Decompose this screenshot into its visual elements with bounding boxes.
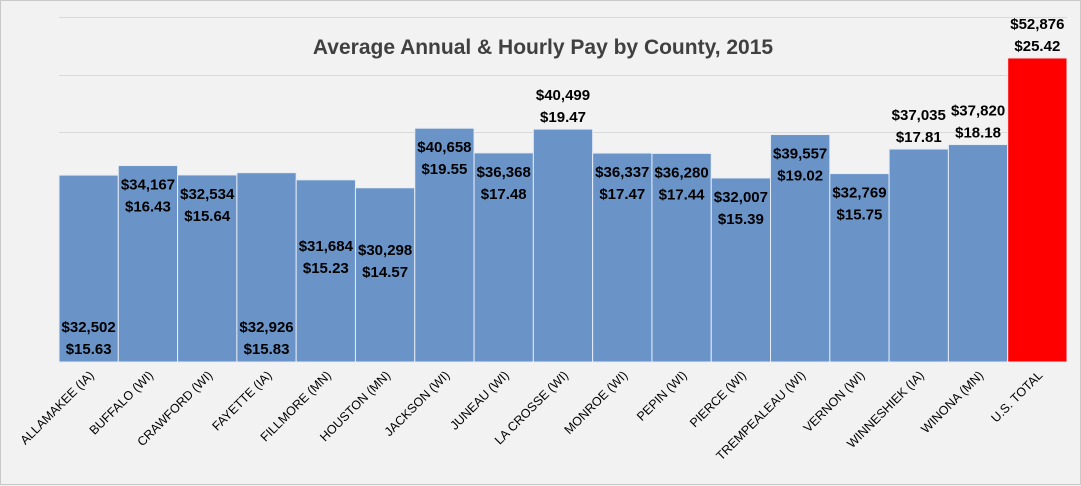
data-label-hourly: $15.63	[66, 341, 112, 358]
data-label-annual: $32,007	[714, 189, 768, 206]
bar-juneau-wi	[473, 152, 534, 363]
data-label-hourly: $15.23	[303, 260, 349, 277]
data-label-hourly: $18.18	[955, 125, 1001, 142]
data-label-annual: $31,684	[299, 238, 354, 255]
bar-la-crosse-wi	[532, 128, 594, 363]
bar-vernon-wi	[829, 173, 890, 363]
data-label-hourly: $25.42	[1014, 38, 1060, 55]
data-label-annual: $37,820	[951, 103, 1005, 120]
data-label-annual: $30,298	[358, 242, 412, 259]
data-label-hourly: $19.47	[540, 109, 586, 126]
x-tick-label: ALLAMAKEE (IA)	[18, 368, 97, 447]
x-tick-label: PEPIN (WI)	[634, 368, 690, 424]
data-label-hourly: $19.55	[421, 161, 467, 178]
x-tick-label: JUNEAU (WI)	[447, 368, 511, 432]
bar-winneshiek-ia	[888, 148, 949, 363]
bar-houston-mn	[354, 187, 416, 363]
data-label-annual: $34,167	[121, 177, 175, 194]
data-label-hourly: $17.44	[659, 186, 706, 203]
data-label-annual: $36,368	[477, 164, 531, 181]
bar-jackson-wi	[414, 127, 475, 363]
chart-title: Average Annual & Hourly Pay by County, 2…	[313, 36, 774, 59]
data-label-annual: $40,658	[417, 139, 471, 156]
x-tick-label: PIERCE (WI)	[687, 368, 749, 430]
data-label-annual: $37,035	[892, 107, 946, 124]
bar-pierce-wi	[710, 177, 772, 363]
data-label-hourly: $17.48	[481, 186, 527, 203]
bars	[58, 57, 1068, 363]
data-label-hourly: $16.43	[125, 199, 171, 216]
bar-trempealeau-wi	[770, 134, 831, 363]
bar-monroe-wi	[592, 152, 653, 363]
data-label-annual: $36,337	[595, 164, 649, 181]
data-label-hourly: $17.47	[599, 186, 645, 203]
data-label-hourly: $17.81	[896, 129, 942, 146]
bar-pepin-wi	[651, 152, 712, 363]
data-label-hourly: $19.02	[777, 168, 823, 185]
x-tick-label: U.S. TOTAL	[988, 368, 1045, 425]
x-tick-label: MONROE (WI)	[562, 368, 631, 437]
data-label-annual: $40,499	[536, 87, 590, 104]
x-axis-tick-labels: ALLAMAKEE (IA)BUFFALO (WI)CRAWFORD (WI)F…	[18, 368, 1046, 463]
data-label-annual: $32,502	[62, 319, 116, 336]
data-labels: $32,502 $15.63 $34,167 $16.43 $32,534 $15.64 $…	[62, 16, 1065, 358]
data-label-hourly: $15.39	[718, 211, 764, 228]
bar-crawford-wi	[177, 174, 238, 363]
bar-buffalo-wi	[117, 165, 179, 363]
data-label-annual: $32,534	[180, 186, 235, 203]
data-label-hourly: $15.64	[184, 208, 231, 225]
bar-fayette-ia	[236, 172, 297, 363]
data-label-annual: $32,769	[832, 185, 886, 202]
data-label-hourly: $15.75	[837, 207, 883, 224]
data-label-annual: $52,876	[1010, 16, 1064, 33]
data-label-hourly: $15.83	[244, 341, 290, 358]
data-label-annual: $39,557	[773, 146, 827, 163]
x-tick-label: FAYETTE (IA)	[209, 368, 274, 433]
data-label-annual: $36,280	[654, 164, 708, 181]
x-tick-label: VERNON (WI)	[801, 368, 868, 435]
data-label-hourly: $14.57	[362, 264, 408, 281]
bar-u-s-total	[1007, 57, 1068, 363]
bar-winona-mn	[947, 144, 1009, 363]
bar-fillmore-mn	[295, 179, 356, 363]
x-tick-label: WINONA (MN)	[918, 368, 986, 436]
data-label-annual: $32,926	[239, 319, 293, 336]
bar-allamakee-ia	[58, 174, 119, 363]
